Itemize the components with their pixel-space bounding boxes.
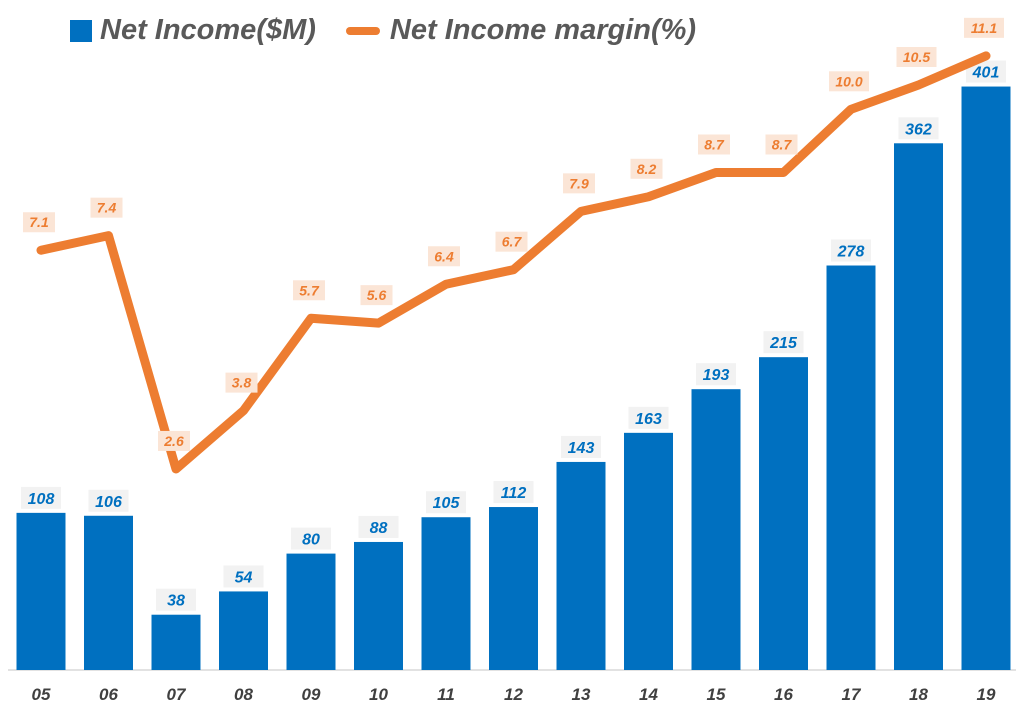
- x-tick-label: 11: [437, 685, 455, 704]
- line-label-bg: [630, 158, 663, 179]
- bar-label-bg: [696, 363, 736, 386]
- line-data-label: 7.1: [29, 214, 49, 230]
- line-data-label: 3.8: [232, 375, 252, 391]
- bar-data-label: 401: [972, 65, 1000, 82]
- line-label-bg: [360, 285, 393, 306]
- bar-data-label: 362: [905, 121, 932, 138]
- bar-data-label: 54: [235, 569, 253, 586]
- x-tick-label: 14: [639, 685, 658, 704]
- line-data-label: 8.7: [772, 136, 793, 152]
- bar: [16, 512, 66, 670]
- line-label-bg: [765, 134, 798, 155]
- x-tick-label: 10: [369, 685, 388, 704]
- line-data-label: 11.1: [971, 20, 997, 36]
- line-label-bg: [428, 246, 460, 267]
- bar-label-bg: [966, 60, 1006, 83]
- line-data-label: 6.7: [502, 234, 523, 250]
- bar-data-label: 143: [568, 440, 595, 457]
- bar-label-bg: [358, 515, 399, 538]
- bar-data-label: 108: [28, 491, 55, 508]
- bar-label-bg: [291, 527, 331, 550]
- legend: Net Income($M) Net Income margin(%): [70, 14, 726, 47]
- x-tick-label: 17: [842, 685, 862, 704]
- bar-data-label: 88: [370, 520, 388, 537]
- legend-swatch-line: [345, 26, 380, 35]
- bar-label-bg: [21, 486, 61, 509]
- bar: [286, 553, 336, 670]
- line-data-label: 7.9: [569, 175, 589, 191]
- bar-label-bg: [763, 331, 804, 354]
- line-data-label: 5.6: [367, 287, 387, 303]
- x-tick-label: 18: [909, 685, 928, 704]
- x-tick-label: 08: [234, 685, 253, 704]
- bar-data-label: 38: [167, 593, 185, 610]
- legend-item-net-income: Net Income($M): [70, 14, 316, 47]
- bar-data-label: 80: [302, 532, 320, 549]
- bar: [354, 541, 403, 670]
- bar: [894, 143, 943, 671]
- x-tick-label: 13: [572, 685, 591, 704]
- line-label-bg: [225, 372, 258, 393]
- line-data-label: 6.4: [434, 248, 454, 264]
- line-label-bg: [23, 212, 55, 233]
- line-label-bg: [964, 17, 1004, 38]
- x-tick-label: 07: [167, 685, 187, 704]
- line-data-label: 8.2: [637, 161, 657, 177]
- margin-line: [36, 51, 991, 474]
- line-label-bg: [495, 231, 528, 252]
- bar: [759, 357, 808, 670]
- legend-label-margin: Net Income margin(%): [389, 14, 697, 46]
- x-tick-label: 16: [774, 685, 793, 704]
- bar-label-bg: [561, 435, 601, 458]
- bar-data-label: 163: [635, 411, 662, 428]
- bar: [624, 432, 673, 670]
- bar: [489, 507, 538, 670]
- x-tick-label: 06: [99, 685, 118, 704]
- x-tick-label: 12: [504, 685, 523, 704]
- line-label-bg: [896, 47, 937, 67]
- bar: [691, 389, 741, 670]
- bar-data-label: 215: [769, 335, 798, 352]
- legend-item-margin: Net Income margin(%): [345, 14, 697, 47]
- bar-label-bg: [898, 117, 939, 140]
- line-label-bg: [563, 173, 595, 194]
- line-data-label: 7.4: [97, 200, 117, 216]
- bar-data-label: 105: [433, 495, 461, 512]
- bar: [84, 515, 133, 670]
- bar-label-bg: [156, 588, 196, 611]
- line-label-bg: [158, 430, 190, 451]
- bar-data-label: 106: [95, 494, 122, 511]
- bar-data-label: 112: [501, 485, 527, 502]
- bar-label-bg: [493, 481, 534, 504]
- line-label-bg: [90, 197, 123, 218]
- bar-label-bg: [426, 491, 466, 514]
- x-tick-label: 05: [32, 685, 51, 704]
- line-label-bg: [293, 280, 325, 301]
- legend-swatch-bar: [70, 19, 92, 42]
- bar-label-bg: [628, 406, 669, 429]
- line-label-bg: [829, 71, 869, 92]
- bar-data-label: 278: [837, 244, 865, 261]
- bar: [219, 591, 268, 670]
- x-tick-label: 15: [707, 685, 726, 704]
- bar: [826, 265, 876, 670]
- legend-label-net-income: Net Income($M): [100, 14, 316, 46]
- bar: [421, 517, 471, 670]
- bar-label-bg: [831, 239, 871, 262]
- line-data-label: 10.5: [903, 49, 930, 65]
- bar-label-bg: [223, 565, 264, 588]
- line-data-label: 10.0: [835, 73, 862, 89]
- x-tick-label: 19: [977, 685, 996, 704]
- line-data-label: 8.7: [704, 136, 725, 152]
- line-data-label: 2.6: [163, 433, 184, 449]
- bar: [961, 86, 1011, 671]
- bar-label-bg: [88, 489, 129, 512]
- bar: [556, 461, 606, 670]
- x-tick-label: 09: [302, 685, 321, 704]
- bar-data-label: 193: [703, 367, 730, 384]
- bar: [151, 614, 201, 670]
- line-data-label: 5.7: [299, 282, 320, 298]
- line-label-bg: [698, 134, 730, 155]
